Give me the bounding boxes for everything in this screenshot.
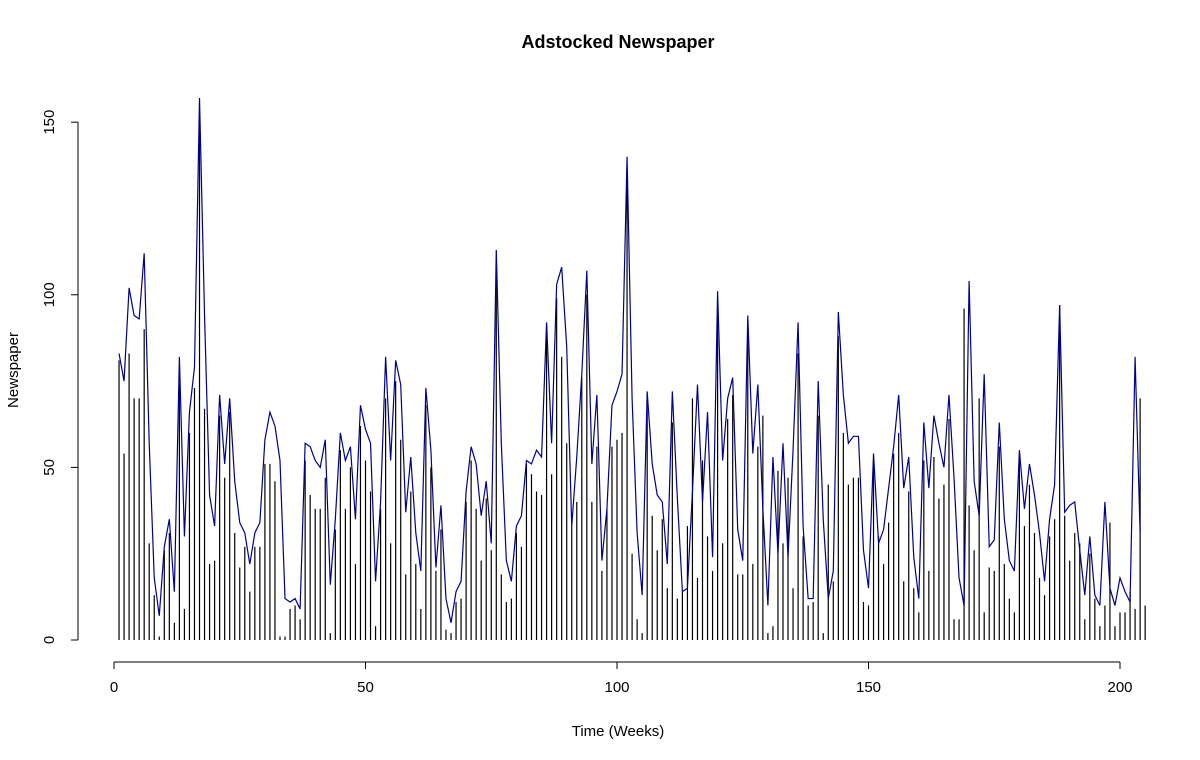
spend-bars [118, 122, 1146, 640]
x-axis-label: Time (Weeks) [572, 723, 665, 740]
y-tick-label: 0 [41, 636, 58, 644]
adstock-lines [118, 97, 1141, 623]
adstock-line [118, 97, 1141, 623]
chart-title: Adstocked Newspaper [521, 32, 714, 52]
y-tick-label: 100 [41, 282, 58, 307]
x-tick-label: 50 [357, 679, 374, 696]
y-tick-label: 150 [41, 110, 58, 135]
x-tick-label: 200 [1107, 679, 1132, 696]
x-tick-label: 150 [856, 679, 881, 696]
y-axis-label: Newspaper [5, 332, 22, 408]
x-tick-label: 0 [110, 679, 118, 696]
x-tick-label: 100 [604, 679, 629, 696]
x-axis: 0 50 100 150 200 [110, 661, 1133, 696]
y-axis: 0 50 100 150 [41, 110, 79, 644]
y-tick-label: 50 [41, 459, 58, 476]
